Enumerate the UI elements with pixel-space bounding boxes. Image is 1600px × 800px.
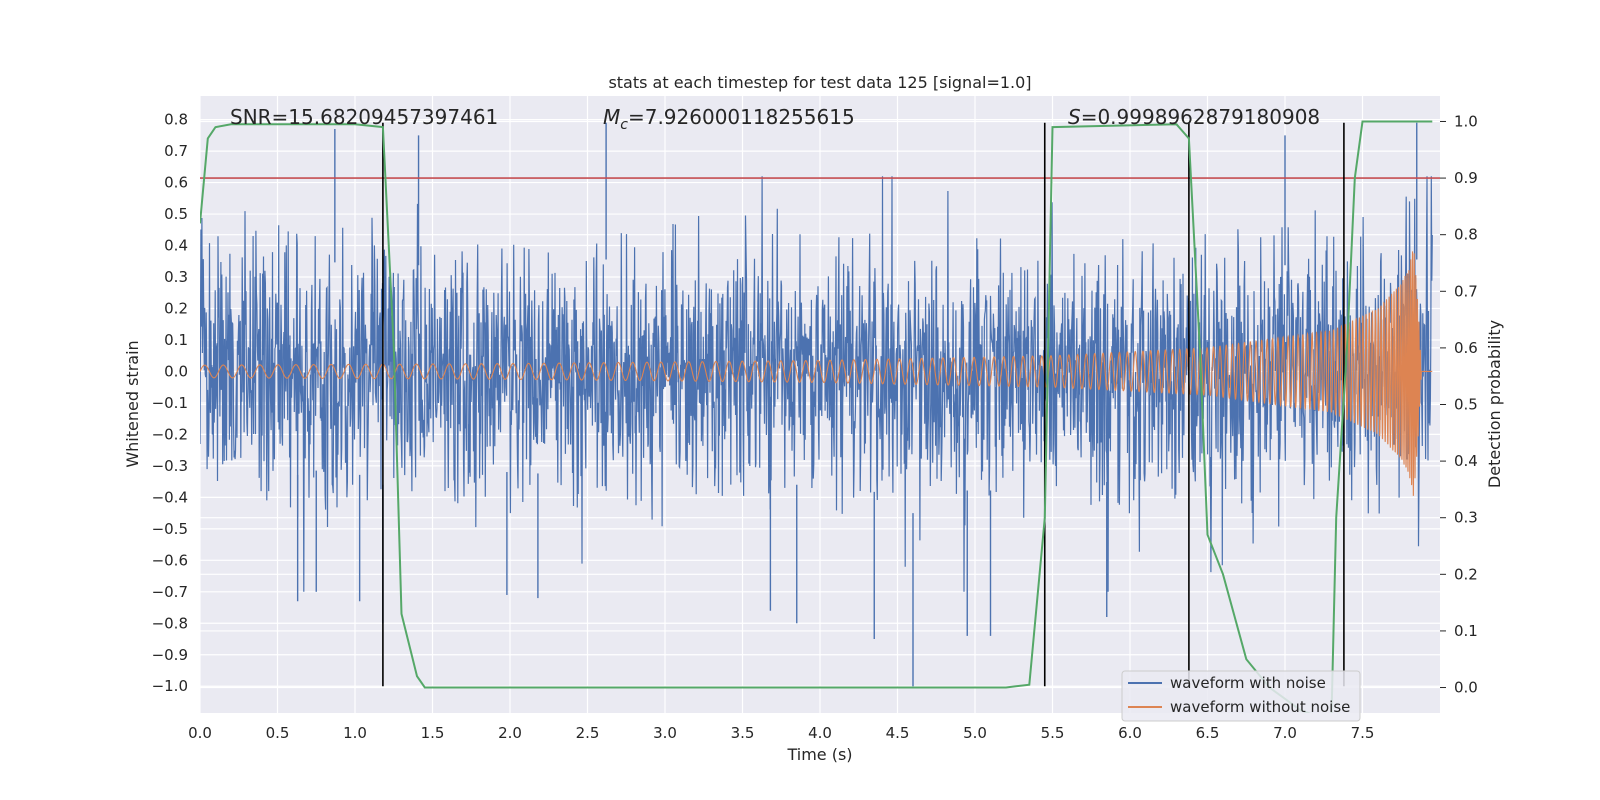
y2-tick-label-3: 0.7	[1454, 282, 1478, 300]
x-axis-label: Time (s)	[786, 745, 852, 764]
chirp-mass-value: =7.926000118255615	[628, 105, 855, 129]
chart-title: stats at each timestep for test data 125…	[608, 73, 1031, 92]
legend-label-clean: waveform without noise	[1170, 698, 1350, 716]
chirp-mass-subscript: c	[620, 117, 628, 133]
x-tick-label-13: 6.5	[1196, 724, 1220, 742]
x-tick-label-8: 4.0	[808, 724, 832, 742]
y-tick-label-13: −0.5	[152, 520, 188, 538]
y-tick-label-11: −0.3	[152, 457, 188, 475]
waveform-without-noise-line	[200, 251, 1433, 496]
y-tick-label-16: −0.8	[152, 614, 188, 632]
y-tick-label-1: 0.7	[164, 142, 188, 160]
legend-box	[1121, 670, 1361, 722]
legend-label-noise: waveform with noise	[1170, 674, 1326, 692]
axes: 0.0 0.5 1.0 1.5 2.0 2.5 3.0 3.5 4.0 4.5 5.0 5.5 6.0 6…	[152, 111, 1478, 742]
y2-axis-label: Detection probability	[1485, 320, 1504, 488]
y2-tick-label-6: 0.4	[1454, 452, 1478, 470]
y-tick-label-5: 0.3	[164, 268, 188, 286]
snr-annotation: SNR=15.68209457397461	[230, 105, 498, 129]
s-symbol: S	[1068, 105, 1081, 129]
y-tick-label-4: 0.4	[164, 237, 188, 255]
x-tick-label-5: 2.5	[576, 724, 600, 742]
x-tick-label-1: 0.5	[266, 724, 290, 742]
y2-tick-label-7: 0.3	[1454, 509, 1478, 527]
y-tick-label-3: 0.5	[164, 205, 188, 223]
y-tick-label-8: 0.0	[164, 362, 188, 380]
y2-tick-label-2: 0.8	[1454, 226, 1478, 244]
chirp-mass-annotation: Mc=7.926000118255615	[603, 105, 855, 133]
y2-tick-label-10: 0.0	[1454, 679, 1478, 697]
y-tick-label-14: −0.6	[152, 551, 188, 569]
y-tick-label-17: −0.9	[152, 646, 188, 664]
x-tick-label-15: 7.5	[1351, 724, 1375, 742]
x-tick-label-3: 1.5	[421, 724, 445, 742]
y2-tick-label-0: 1.0	[1454, 112, 1478, 130]
x-tick-label-12: 6.0	[1118, 724, 1142, 742]
y2-tick-label-1: 0.9	[1454, 169, 1478, 187]
y-tick-label-7: 0.1	[164, 331, 188, 349]
y-tick-label-9: −0.1	[152, 394, 188, 412]
y-tick-label-15: −0.7	[152, 583, 188, 601]
y-tick-label-6: 0.2	[164, 299, 188, 317]
x-tick-label-6: 3.0	[653, 724, 677, 742]
y2-tick-label-5: 0.5	[1454, 396, 1478, 414]
y-axis-label: Whitened strain	[123, 340, 142, 467]
y-tick-label-10: −0.2	[152, 425, 188, 443]
legend: waveform with noise waveform without noi…	[1121, 670, 1361, 722]
chirp-mass-symbol: M	[603, 105, 620, 129]
waveform-with-noise-line	[200, 176, 1433, 592]
y-tick-label-12: −0.4	[152, 488, 188, 506]
x-tick-label-9: 4.5	[886, 724, 910, 742]
x-tick-label-10: 5.0	[963, 724, 987, 742]
x-tick-label-14: 7.0	[1273, 724, 1297, 742]
y2-tick-label-4: 0.6	[1454, 339, 1478, 357]
y-tick-label-18: −1.0	[152, 677, 188, 695]
s-value: =0.9998962879180908	[1081, 105, 1320, 129]
y-tick-label-0: 0.8	[164, 111, 188, 129]
x-tick-label-0: 0.0	[188, 724, 212, 742]
detection-probability-line	[200, 120, 1433, 713]
x-tick-label-7: 3.5	[731, 724, 755, 742]
y2-tick-label-8: 0.2	[1454, 565, 1478, 583]
x-tick-label-4: 2.0	[498, 724, 522, 742]
y-tick-label-2: 0.6	[164, 174, 188, 192]
x-tick-label-2: 1.0	[343, 724, 367, 742]
x-tick-label-11: 5.5	[1041, 724, 1065, 742]
y2-tick-label-9: 0.1	[1454, 622, 1478, 640]
series-area	[200, 120, 1440, 713]
s-annotation: S=0.9998962879180908	[1068, 105, 1320, 129]
